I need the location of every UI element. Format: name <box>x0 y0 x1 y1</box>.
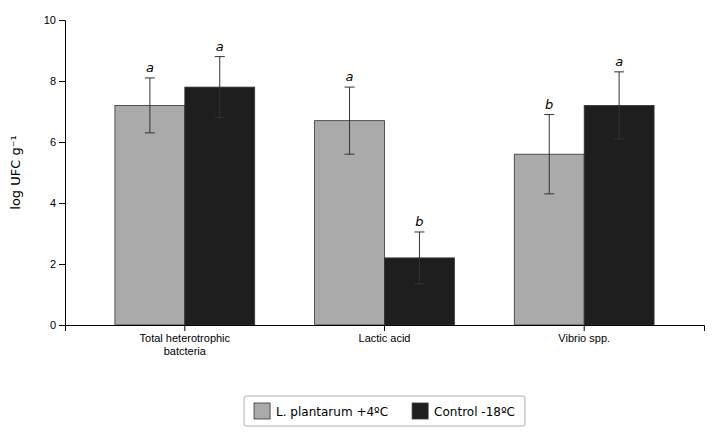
bar <box>185 87 255 325</box>
y-tick: 0 <box>50 319 65 331</box>
error-bar <box>215 57 225 118</box>
plot: 0 2 4 6 8 10 Total heterotrophicbatcteria Lacti… <box>8 14 705 357</box>
y-tick-mark <box>59 325 65 326</box>
x-tick: Vibrio spp. <box>558 325 610 344</box>
error-bar-cap <box>614 71 624 72</box>
legend-swatch <box>412 403 428 419</box>
x-tick-mark <box>384 325 385 331</box>
error-bar-cap <box>345 154 355 155</box>
y-tick: 6 <box>50 136 65 148</box>
error-bar <box>145 78 155 133</box>
error-bar-cap <box>145 77 155 78</box>
error-bar-cap <box>544 193 554 194</box>
error-bar <box>544 115 554 194</box>
x-tick: Total heterotrophicbatcteria <box>140 325 231 357</box>
letter-annotation: a <box>615 54 623 69</box>
x-tick-mark <box>184 325 185 331</box>
x-tick-label-line: Total heterotrophic <box>140 332 231 344</box>
legend-swatch <box>254 403 270 419</box>
y-tick-mark <box>59 264 65 265</box>
error-bar-stem <box>619 72 620 139</box>
x-tick-label: Vibrio spp. <box>558 332 610 344</box>
error-bar <box>614 72 624 139</box>
y-tick-label: 6 <box>50 136 56 148</box>
series <box>115 78 584 325</box>
letter-annotation: b <box>545 97 553 112</box>
y-axis-title: log UFC g⁻¹ <box>8 135 23 209</box>
error-bar-cap <box>614 138 624 139</box>
error-bar-stem <box>349 87 350 154</box>
x-tick-mark <box>584 325 585 331</box>
error-bar-stem <box>419 232 420 284</box>
legend-label: Control -18ºC <box>434 405 515 419</box>
letter-annotation: b <box>415 214 423 229</box>
letter-annotation: a <box>216 39 224 54</box>
y-axis: 0 2 4 6 8 10 <box>44 14 66 331</box>
y-tick-label: 2 <box>50 258 56 270</box>
letter-annotation: a <box>146 60 154 75</box>
legend: L. plantarum +4ºC Control -18ºC <box>244 396 525 426</box>
x-tick-label: Total heterotrophicbatcteria <box>140 332 231 357</box>
chart: 0 2 4 6 8 10 Total heterotrophicbatcteria Lacti… <box>0 0 724 440</box>
x-tick-label: Lactic acid <box>359 332 411 344</box>
error-bar-cap <box>544 114 554 115</box>
legend-frame <box>244 396 525 426</box>
error-bar-stem <box>219 57 220 118</box>
y-tick-label: 4 <box>50 197 56 209</box>
y-tick: 10 <box>44 14 65 26</box>
y-tick: 8 <box>50 75 65 87</box>
error-bar-cap <box>145 132 155 133</box>
error-bar-stem <box>549 115 550 194</box>
error-bar-cap <box>414 283 424 284</box>
y-tick-mark <box>59 142 65 143</box>
y-axis-line <box>59 21 66 326</box>
y-tick-label: 10 <box>44 14 56 26</box>
legend-label: L. plantarum +4ºC <box>276 405 388 419</box>
y-tick-mark <box>59 203 65 204</box>
y-tick-mark <box>59 20 65 21</box>
x-axis-line <box>66 326 705 332</box>
y-tick: 2 <box>50 258 65 270</box>
bar <box>115 105 185 325</box>
x-tick-label-line: Vibrio spp. <box>558 332 610 344</box>
y-tick-mark <box>59 81 65 82</box>
y-tick-label: 8 <box>50 75 56 87</box>
error-bar-cap <box>215 56 225 57</box>
error-bar-cap <box>215 117 225 118</box>
annotations: a a b a b a <box>146 39 623 229</box>
x-axis: Total heterotrophicbatcteria Lactic acid V… <box>66 325 705 357</box>
series <box>185 57 654 325</box>
legend-item: Control -18ºC <box>412 403 515 419</box>
marks <box>115 57 654 325</box>
y-tick-label: 0 <box>50 319 56 331</box>
error-bar <box>345 87 355 154</box>
letter-annotation: a <box>346 69 354 84</box>
y-tick: 4 <box>50 197 65 209</box>
error-bar-cap <box>414 231 424 232</box>
error-bar-cap <box>345 87 355 88</box>
x-tick-label-line: Lactic acid <box>359 332 411 344</box>
x-tick: Lactic acid <box>359 325 411 344</box>
error-bar <box>414 232 424 284</box>
x-tick-label-line: batcteria <box>164 345 207 357</box>
legend-item: L. plantarum +4ºC <box>254 403 388 419</box>
error-bar-stem <box>149 78 150 133</box>
